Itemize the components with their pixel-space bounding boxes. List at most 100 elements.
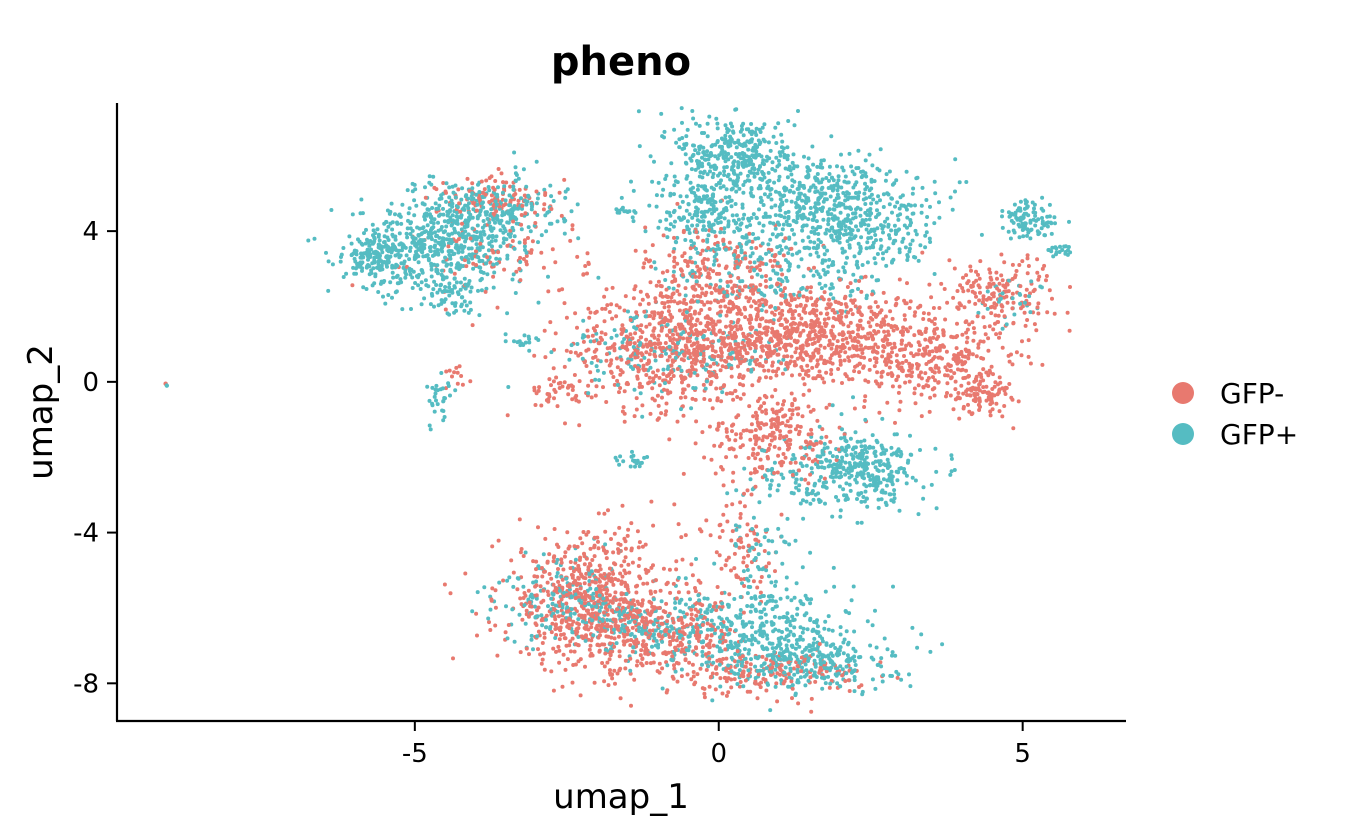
point-gfp-minus [764,688,769,693]
point-gfp-minus [977,408,982,412]
point-gfp-plus [786,119,791,123]
point-gfp-minus [997,375,1002,380]
point-gfp-plus [773,125,778,130]
point-gfp-plus [683,293,688,298]
point-gfp-plus [881,673,886,678]
point-gfp-plus [756,640,761,645]
point-gfp-plus [700,662,704,667]
point-gfp-minus [568,566,573,571]
point-gfp-minus [705,621,710,626]
point-gfp-plus [422,238,427,243]
point-gfp-plus [785,648,790,653]
point-gfp-minus [790,473,795,477]
point-gfp-minus [897,361,901,366]
point-gfp-plus [732,597,737,601]
point-gfp-minus [673,328,678,333]
point-gfp-plus [663,177,668,181]
point-gfp-plus [868,477,873,482]
point-gfp-minus [805,285,810,290]
point-gfp-plus [723,159,728,164]
point-gfp-plus [660,686,665,691]
point-gfp-plus [688,597,692,602]
point-gfp-plus [653,358,658,363]
point-gfp-minus [713,349,718,354]
point-gfp-minus [629,703,633,708]
point-gfp-minus [620,605,625,610]
point-gfp-plus [873,261,878,266]
point-gfp-plus [741,190,746,195]
point-gfp-minus [809,709,814,714]
point-gfp-minus [647,352,652,357]
point-gfp-plus [824,227,829,232]
point-gfp-plus [875,166,880,171]
point-gfp-minus [810,309,815,314]
point-gfp-plus [766,242,771,247]
point-gfp-minus [545,589,550,594]
point-gfp-plus [845,653,850,658]
point-gfp-plus [908,242,913,247]
point-gfp-plus [429,182,434,187]
point-gfp-plus [632,387,637,392]
point-gfp-minus [939,281,944,286]
point-gfp-minus [1010,397,1015,402]
point-gfp-minus [837,332,842,337]
point-gfp-plus [517,612,522,617]
point-gfp-minus [755,585,760,590]
point-gfp-plus [761,137,766,142]
point-gfp-minus [876,345,880,350]
point-gfp-plus [916,258,921,263]
point-gfp-minus [713,298,717,303]
point-gfp-minus [708,398,712,403]
point-gfp-plus [865,504,870,509]
point-gfp-minus [908,299,913,304]
point-gfp-plus [704,367,708,372]
point-gfp-plus [840,427,844,432]
point-gfp-plus [689,406,694,411]
point-gfp-minus [866,331,871,336]
point-gfp-plus [419,249,424,254]
point-gfp-plus [772,460,777,465]
point-gfp-plus [881,230,885,235]
point-gfp-minus [599,584,604,589]
point-gfp-plus [733,641,738,646]
point-gfp-plus [856,148,861,153]
point-gfp-minus [518,596,523,601]
point-gfp-minus [778,433,783,438]
point-gfp-plus [817,478,822,483]
point-gfp-plus [766,551,771,556]
point-gfp-plus [837,240,842,245]
point-gfp-plus [486,248,491,253]
point-gfp-minus [919,414,924,419]
point-gfp-plus [932,179,937,184]
point-gfp-plus [628,464,633,469]
point-gfp-minus [655,368,660,373]
point-gfp-minus [624,381,629,386]
point-gfp-minus [549,207,554,211]
point-gfp-plus [805,487,810,492]
point-gfp-plus [722,169,727,174]
point-gfp-minus [838,362,843,367]
point-gfp-plus [441,259,446,264]
point-gfp-minus [1019,306,1023,311]
point-gfp-minus [642,261,647,266]
point-gfp-minus [972,291,977,296]
point-gfp-minus [880,354,885,359]
point-gfp-minus [755,696,760,701]
point-gfp-plus [512,150,517,155]
point-gfp-minus [519,213,524,217]
point-gfp-minus [608,668,612,673]
point-gfp-plus [433,391,438,396]
point-gfp-minus [750,287,755,292]
point-gfp-plus [1004,322,1009,327]
point-gfp-plus [494,256,499,261]
point-gfp-minus [619,357,624,362]
point-gfp-minus [640,656,645,661]
point-gfp-minus [897,277,902,282]
point-gfp-minus [680,557,685,562]
point-gfp-minus [638,653,643,658]
point-gfp-minus [541,265,546,270]
point-gfp-minus [533,403,538,407]
point-gfp-plus [749,657,753,662]
scatter-points [163,106,1073,714]
point-gfp-minus [713,687,718,692]
